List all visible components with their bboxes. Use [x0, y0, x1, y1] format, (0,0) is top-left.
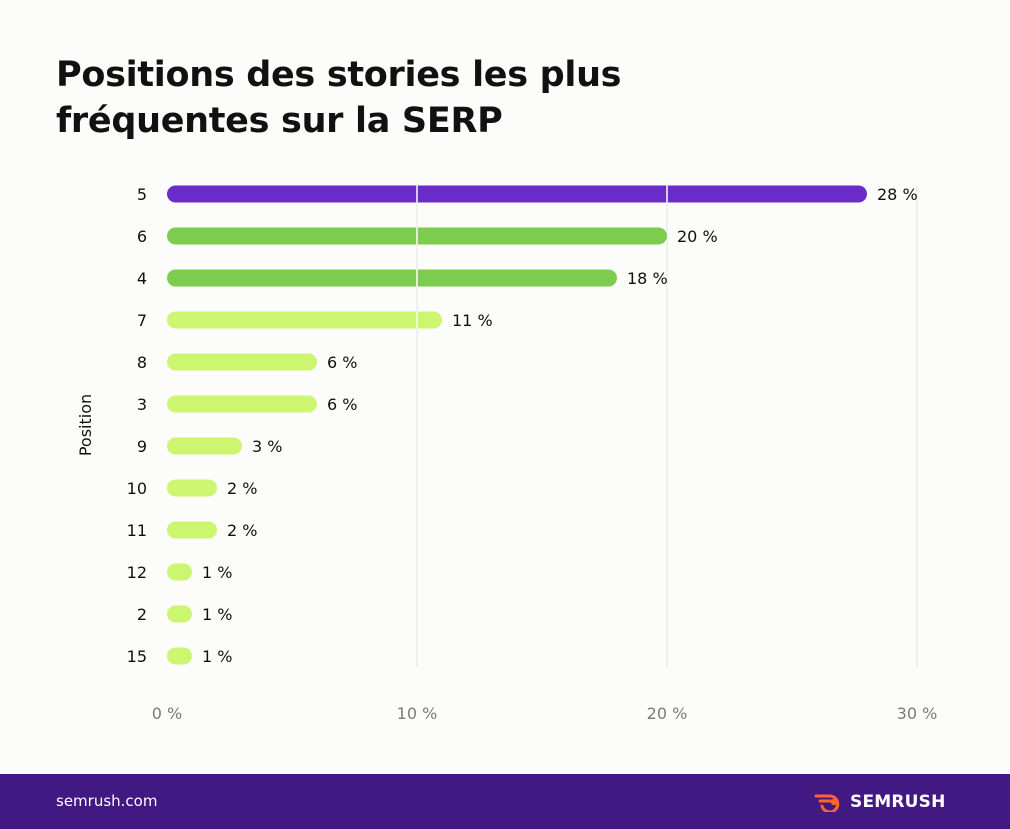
bar-position-5	[167, 185, 867, 203]
bar-position-8	[167, 353, 317, 371]
value-label: 1 %	[202, 647, 232, 666]
category-label: 11	[127, 521, 147, 540]
labels: 5 28 %6 20 %4 18 %7 11 %8 6 %3 6 %9 3 %10 2 %11 2…	[127, 185, 938, 723]
bar-position-10	[167, 479, 217, 497]
value-label: 6 %	[327, 395, 357, 414]
bar-position-15	[167, 647, 192, 665]
bar-position-7	[167, 311, 442, 329]
value-label: 1 %	[202, 605, 232, 624]
value-label: 28 %	[877, 185, 918, 204]
category-label: 9	[137, 437, 147, 456]
semrush-brand: SEMRUSH	[850, 792, 946, 812]
semrush-logo[interactable]: SEMRUSH	[814, 791, 946, 813]
semrush-flame-icon	[814, 794, 840, 812]
category-label: 3	[137, 395, 147, 414]
x-tick-label: 0 %	[152, 704, 182, 723]
value-label: 2 %	[227, 479, 257, 498]
category-label: 2	[137, 605, 147, 624]
bar-position-4	[167, 269, 617, 287]
footer-url[interactable]: semrush.com	[56, 792, 158, 810]
category-label: 15	[127, 647, 147, 666]
category-label: 6	[137, 227, 147, 246]
value-label: 3 %	[252, 437, 282, 456]
category-label: 8	[137, 353, 147, 372]
chart-title: Positions des stories les plus fréquente…	[56, 55, 622, 141]
y-axis-label: Position	[76, 394, 95, 456]
value-label: 11 %	[452, 311, 493, 330]
value-label: 18 %	[627, 269, 668, 288]
footer-bar: semrush.com SEMRUSH	[0, 774, 1010, 829]
category-label: 12	[127, 563, 147, 582]
value-label: 20 %	[677, 227, 718, 246]
value-label: 1 %	[202, 563, 232, 582]
x-tick-label: 20 %	[647, 704, 688, 723]
category-label: 4	[137, 269, 147, 288]
bars	[167, 185, 867, 665]
category-label: 7	[137, 311, 147, 330]
x-tick-label: 30 %	[897, 704, 938, 723]
bar-position-2	[167, 605, 192, 623]
bar-position-9	[167, 437, 242, 455]
category-label: 10	[127, 479, 147, 498]
bar-position-3	[167, 395, 317, 413]
bar-position-12	[167, 563, 192, 581]
value-label: 6 %	[327, 353, 357, 372]
grid-lines	[416, 186, 918, 667]
category-label: 5	[137, 185, 147, 204]
value-label: 2 %	[227, 521, 257, 540]
bar-position-11	[167, 521, 217, 539]
bar-chart: 5 28 %6 20 %4 18 %7 11 %8 6 %3 6 %9 3 %10 2 %11 2…	[76, 185, 938, 723]
x-tick-label: 10 %	[397, 704, 438, 723]
